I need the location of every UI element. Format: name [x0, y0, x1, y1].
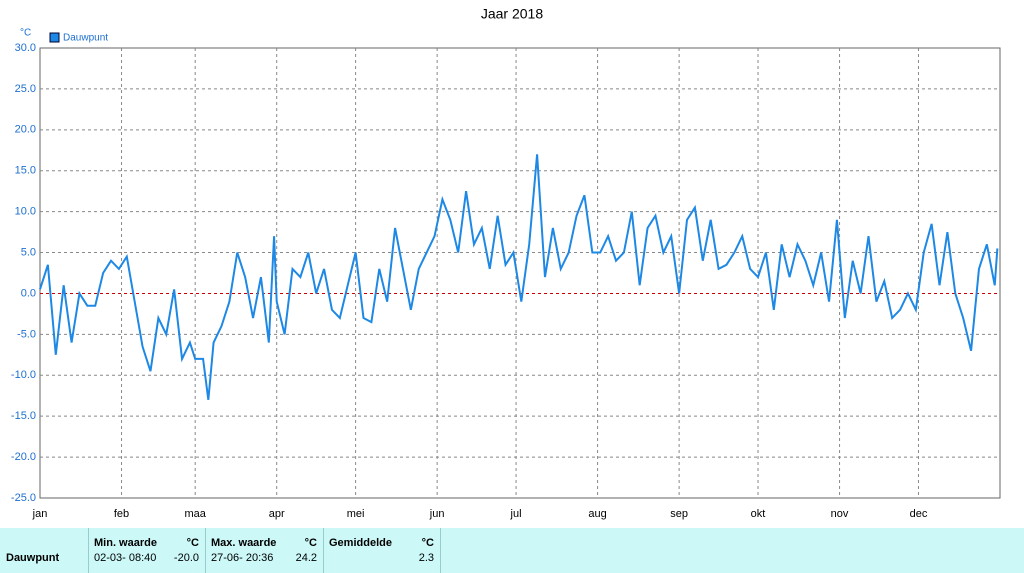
y-unit: °C: [20, 28, 31, 39]
y-tick-label: 5.0: [21, 246, 36, 258]
y-tick-label: -5.0: [17, 328, 36, 340]
legend-swatch: [49, 32, 60, 43]
avg-cell: Gemiddelde °C 2.3: [323, 528, 441, 573]
unit: °C: [421, 537, 434, 549]
x-tick-label: aug: [588, 508, 606, 520]
y-tick-label: 30.0: [15, 42, 36, 54]
value: 2.3: [418, 552, 434, 564]
value: 24.2: [295, 552, 317, 564]
y-tick-label: -15.0: [11, 410, 36, 422]
row-cell: Dauwpunt: [0, 528, 89, 573]
x-tick-label: apr: [269, 508, 285, 520]
y-tick-label: -20.0: [11, 451, 36, 463]
x-tick-label: feb: [114, 508, 129, 520]
data-line: [39, 154, 999, 400]
x-tick-label: dec: [910, 508, 928, 520]
y-tick-label: 0.0: [21, 287, 36, 299]
header: Gemiddelde: [329, 537, 392, 549]
y-tick-label: 15.0: [15, 165, 36, 177]
value: -20.0: [173, 552, 199, 564]
summary-table: Dauwpunt Min. waarde °C 02-03- 08:40 -20…: [0, 528, 1024, 573]
x-tick-label: jan: [32, 508, 48, 520]
x-tick-label: jun: [429, 508, 445, 520]
max-cell: Max. waarde °C 27-06- 20:36 24.2: [205, 528, 324, 573]
y-tick-label: 25.0: [15, 83, 36, 95]
x-tick-label: nov: [831, 508, 849, 520]
x-tick-label: jul: [510, 508, 522, 520]
time: 27-06- 20:36: [211, 552, 274, 564]
chart: Jaar 2018 °C -25.0 -20.0 -15.0 -10.0 -5.0 0.0…: [11, 6, 1001, 520]
header: Max. waarde: [211, 537, 277, 549]
row-label: Dauwpunt: [6, 552, 60, 564]
chart-title: Jaar 2018: [481, 6, 543, 22]
legend-label: Dauwpunt: [63, 33, 108, 44]
header: Min. waarde: [94, 537, 157, 549]
min-cell: Min. waarde °C 02-03- 08:40 -20.0: [88, 528, 206, 573]
x-tick-label: maa: [184, 508, 206, 520]
y-tick-label: -10.0: [11, 369, 36, 381]
y-tick-label: 20.0: [15, 124, 36, 136]
y-tick-label: 10.0: [15, 206, 36, 218]
time: 02-03- 08:40: [94, 552, 157, 564]
x-tick-label: sep: [670, 508, 688, 520]
x-tick-label: okt: [751, 508, 766, 520]
x-tick-label: mei: [347, 508, 365, 520]
y-tick-label: -25.0: [11, 492, 36, 504]
unit: °C: [186, 537, 199, 549]
unit: °C: [304, 537, 317, 549]
